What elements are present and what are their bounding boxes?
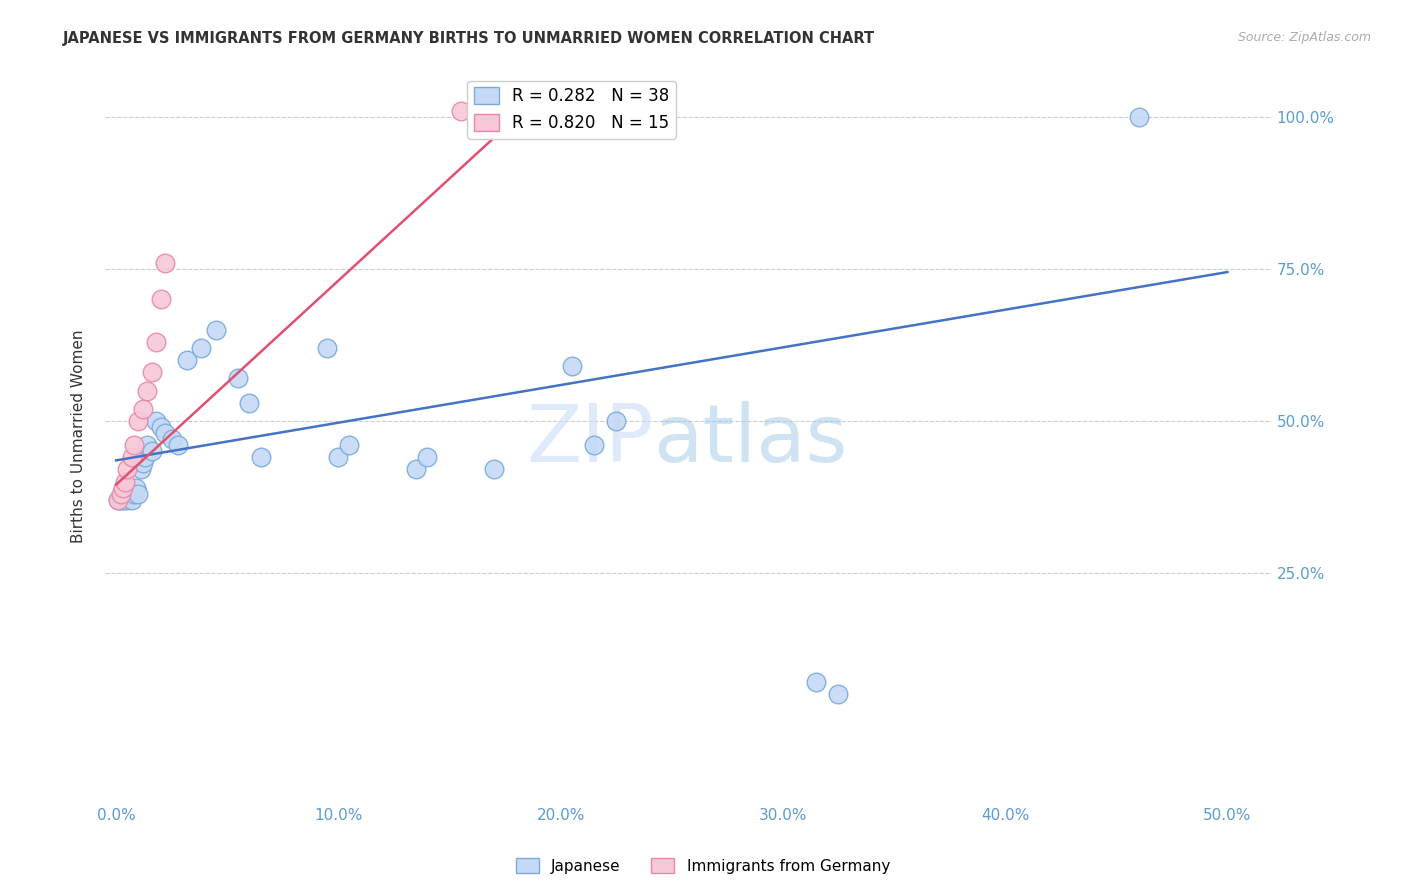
Point xyxy=(111,481,134,495)
Point xyxy=(149,293,172,307)
Point xyxy=(482,462,505,476)
Point xyxy=(107,492,129,507)
Point xyxy=(405,462,427,476)
Point xyxy=(127,487,149,501)
Point xyxy=(129,462,152,476)
Point xyxy=(153,425,176,440)
Point xyxy=(136,384,159,398)
Legend: R = 0.282   N = 38, R = 0.820   N = 15: R = 0.282 N = 38, R = 0.820 N = 15 xyxy=(467,80,676,138)
Point xyxy=(249,450,271,465)
Point xyxy=(176,353,198,368)
Point xyxy=(134,450,156,465)
Point xyxy=(145,414,167,428)
Point xyxy=(132,401,155,416)
Point xyxy=(122,487,145,501)
Y-axis label: Births to Unmarried Women: Births to Unmarried Women xyxy=(72,329,86,543)
Text: atlas: atlas xyxy=(654,401,848,479)
Point xyxy=(111,492,134,507)
Point xyxy=(132,457,155,471)
Point xyxy=(416,450,439,465)
Legend: Japanese, Immigrants from Germany: Japanese, Immigrants from Germany xyxy=(510,852,896,880)
Text: ZIP: ZIP xyxy=(526,401,654,479)
Point xyxy=(121,450,143,465)
Point xyxy=(605,414,627,428)
Point xyxy=(141,444,163,458)
Point xyxy=(107,492,129,507)
Point xyxy=(806,675,828,690)
Point xyxy=(125,481,148,495)
Point xyxy=(1128,110,1150,124)
Point xyxy=(827,687,849,701)
Point xyxy=(167,438,190,452)
Point xyxy=(115,492,138,507)
Point xyxy=(205,323,228,337)
Point xyxy=(328,450,350,465)
Point xyxy=(121,492,143,507)
Point xyxy=(122,438,145,452)
Point xyxy=(339,438,361,452)
Text: Source: ZipAtlas.com: Source: ZipAtlas.com xyxy=(1237,31,1371,45)
Point xyxy=(110,492,132,507)
Point xyxy=(190,341,212,355)
Point xyxy=(153,256,176,270)
Point xyxy=(238,395,260,409)
Point xyxy=(561,359,583,374)
Point xyxy=(141,365,163,379)
Point xyxy=(316,341,339,355)
Point xyxy=(160,432,183,446)
Point xyxy=(450,103,472,118)
Point xyxy=(145,334,167,349)
Text: JAPANESE VS IMMIGRANTS FROM GERMANY BIRTHS TO UNMARRIED WOMEN CORRELATION CHART: JAPANESE VS IMMIGRANTS FROM GERMANY BIRT… xyxy=(63,31,876,46)
Point xyxy=(110,487,132,501)
Point xyxy=(114,487,136,501)
Point xyxy=(149,420,172,434)
Point xyxy=(115,462,138,476)
Point xyxy=(127,414,149,428)
Point xyxy=(136,438,159,452)
Point xyxy=(118,487,141,501)
Point xyxy=(228,371,250,385)
Point xyxy=(582,438,605,452)
Point xyxy=(114,475,136,489)
